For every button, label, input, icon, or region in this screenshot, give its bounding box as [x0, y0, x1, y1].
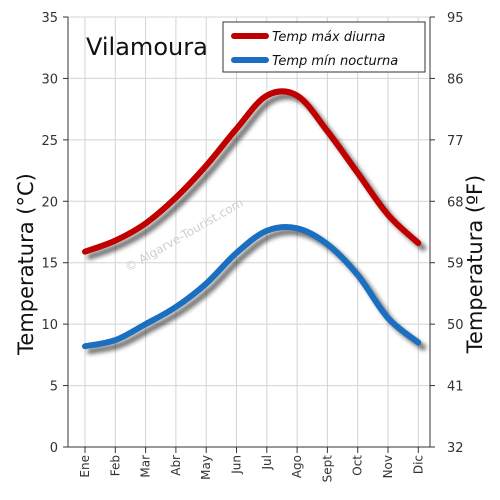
x-tick-label: Mar [139, 455, 153, 478]
tick-labels: 0 32 5 41 10 50 15 59 20 68 25 77 30 86 35 95 Ene Feb Mar A… [41, 11, 463, 482]
x-tick-label: Sept [320, 455, 334, 483]
x-tick-label: May [199, 455, 213, 480]
series-line-max [82, 88, 422, 255]
x-tick-label: Jun [230, 455, 244, 475]
series-line-min [82, 224, 422, 350]
y-tick-label-right: 95 [447, 11, 464, 26]
y-tick-label-right: 50 [447, 318, 464, 333]
x-tick-label: Abr [169, 455, 183, 476]
x-tick-label: Ene [78, 455, 92, 478]
legend-label-min: Temp mín nocturna [272, 54, 398, 69]
y-tick-label-left: 0 [50, 441, 58, 456]
y-tick-label-right: 32 [447, 441, 464, 456]
chart-title: Vilamoura [86, 33, 208, 61]
legend: Temp máx diurna Temp mín nocturna [222, 21, 426, 73]
grid [68, 16, 430, 448]
y-tick-label-left: 10 [41, 318, 58, 333]
y-tick-label-right: 86 [447, 72, 464, 87]
series-lines [82, 88, 422, 350]
y-tick-label-left: 25 [41, 134, 58, 149]
y-tick-label-left: 35 [41, 11, 58, 26]
y-tick-label-right: 77 [447, 134, 464, 149]
y-tick-label-left: 20 [41, 195, 58, 210]
plot-area [68, 17, 430, 447]
y-axis-label-right: Temperatura (ºF) [463, 175, 487, 354]
y-tick-label-left: 5 [50, 380, 58, 395]
y-tick-label-right: 59 [447, 257, 464, 272]
x-tick-label: Oct [351, 455, 365, 476]
y-tick-label-left: 30 [41, 72, 58, 87]
x-tick-label: Ago [290, 455, 304, 478]
y-tick-label-right: 41 [447, 380, 464, 395]
x-tick-label: Dic [411, 455, 425, 474]
x-tick-label: Feb [108, 455, 122, 476]
x-tick-label: Jul [260, 455, 274, 470]
legend-box [222, 21, 426, 73]
y-tick-label-left: 15 [41, 257, 58, 272]
x-tick-label: Nov [381, 455, 395, 478]
legend-label-max: Temp máx diurna [272, 30, 386, 45]
axes [63, 16, 435, 453]
y-axis-label-left: Temperatura (°C) [14, 173, 38, 356]
y-tick-label-right: 68 [447, 195, 464, 210]
